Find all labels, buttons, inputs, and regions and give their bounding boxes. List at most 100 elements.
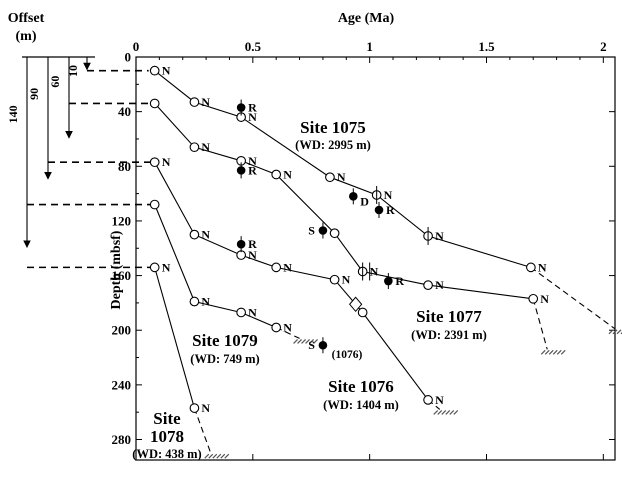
site-1079-wd: (WD: 749 m): [190, 352, 259, 366]
nanno-datum: [271, 262, 282, 273]
nanno-datum: [329, 228, 340, 239]
hatch-mark: [224, 453, 230, 459]
nanno-datum: [271, 169, 282, 180]
nanno-datum: [423, 395, 433, 405]
datum-label: N: [201, 295, 210, 309]
x-axis-ticks: 0 0.5 1 1.5 2: [133, 39, 607, 460]
nanno-datum: [325, 172, 335, 183]
filled-datum: [318, 340, 328, 350]
datum-label: N: [201, 228, 210, 242]
site-1077-title: Site 1077: [416, 307, 482, 326]
offset-label: 90: [27, 88, 41, 100]
nanno-datum: [528, 293, 539, 304]
datum-label: N: [201, 95, 210, 109]
site-curves: N N N N N N N N N N N N N N N N N N N N N N N N: [27, 64, 622, 459]
hatch-mark: [612, 329, 618, 335]
filled-datum: [384, 276, 393, 286]
nanno-datum: [149, 98, 160, 109]
datum-label: N: [538, 260, 547, 274]
nanno-datum: [423, 280, 433, 290]
y-axis-title: Depth (mbsf): [109, 230, 124, 309]
site-line: [154, 204, 277, 329]
x-tick-label: 1: [366, 39, 373, 54]
hatch-mark: [445, 410, 451, 415]
filled-datum: [349, 192, 358, 201]
filled-label: D: [360, 194, 369, 208]
datum-label: N: [201, 401, 210, 415]
x-tick-label: 1.5: [478, 39, 495, 54]
filled-label: R: [248, 163, 257, 177]
site-1077-wd: (WD: 2391 m): [411, 328, 487, 342]
nanno-datum: [329, 274, 340, 285]
datum-label: N: [162, 64, 171, 78]
y-tick-label: 40: [118, 104, 131, 119]
nanno-datum: [526, 262, 536, 273]
y-tick-label: 0: [125, 50, 132, 65]
datum-label: N: [248, 110, 257, 124]
hatch-mark: [220, 453, 226, 459]
hatch-mark: [441, 410, 447, 415]
datum-label: N: [283, 260, 292, 274]
datum-label: N: [384, 188, 393, 202]
filled-datum: [374, 205, 384, 215]
nanno-datum: [189, 403, 200, 413]
filled-datum: [236, 103, 246, 112]
filled-datum: [236, 239, 246, 249]
y-tick-label: 240: [112, 377, 132, 392]
y-tick-label: 280: [112, 432, 132, 447]
site-1078-title: Site: [153, 409, 181, 428]
site-1076-wd: (WD: 1404 m): [323, 398, 399, 412]
offset-label: 60: [48, 76, 62, 88]
hatch-mark: [548, 349, 554, 355]
filled-label: S: [308, 338, 315, 352]
hatch-mark: [301, 338, 306, 344]
filled-markers: R R D R S R R S: [236, 99, 404, 354]
hatch-mark: [212, 453, 218, 459]
filled-datum: [236, 166, 246, 175]
datum-label: N: [435, 278, 444, 292]
x-tick-label: 0: [133, 39, 140, 54]
site-1075-title: Site 1075: [300, 118, 366, 137]
filled-label: R: [386, 203, 395, 217]
datum-label: N: [283, 320, 292, 334]
nanno-datum: [189, 142, 200, 153]
hatch-mark: [297, 338, 302, 344]
datum-label: N: [342, 273, 351, 287]
hatch-mark: [293, 338, 298, 344]
nanno-datum: [189, 97, 200, 107]
site-line: [154, 267, 195, 409]
filled-label: R: [248, 101, 257, 115]
hatch-mark: [437, 410, 443, 415]
offset-label: 10: [66, 65, 80, 77]
hatch-mark: [556, 349, 562, 355]
datum-label: N: [248, 305, 257, 319]
hatch-mark: [608, 329, 614, 335]
filled-label: S: [308, 223, 315, 237]
hatch-mark: [540, 349, 546, 355]
x-axis-title: Age (Ma): [338, 11, 395, 26]
hatch-mark: [544, 349, 550, 355]
y-tick-label: 80: [118, 159, 131, 174]
site-extrapolation: [532, 298, 548, 350]
hatch-mark: [204, 453, 210, 459]
x-tick-label: 2: [600, 39, 607, 54]
datum-label: N: [248, 248, 257, 262]
site-1078-wd: (WD: 438 m): [132, 447, 201, 461]
nanno-datum: [149, 262, 160, 273]
nanno-datum: [189, 229, 200, 240]
hatch-mark: [433, 410, 439, 415]
hatch-mark: [552, 349, 558, 355]
datum-label: N: [337, 170, 346, 184]
nanno-datum: [149, 65, 160, 76]
hatch-mark: [560, 349, 566, 355]
nanno-datum: [149, 157, 160, 168]
site-line: [154, 70, 532, 268]
y-tick-label: 120: [112, 213, 132, 228]
nanno-datum: [236, 307, 246, 318]
offset-scale: 10 60 90 140: [6, 56, 95, 249]
y-axis-ticks: 0 40 80 120 160 200 240 280: [112, 50, 615, 447]
y-tick-label: 200: [112, 323, 132, 338]
site-1078-number: 1078: [150, 427, 184, 446]
hatch-mark: [313, 338, 318, 344]
site-1079-title: Site 1079: [192, 331, 258, 350]
